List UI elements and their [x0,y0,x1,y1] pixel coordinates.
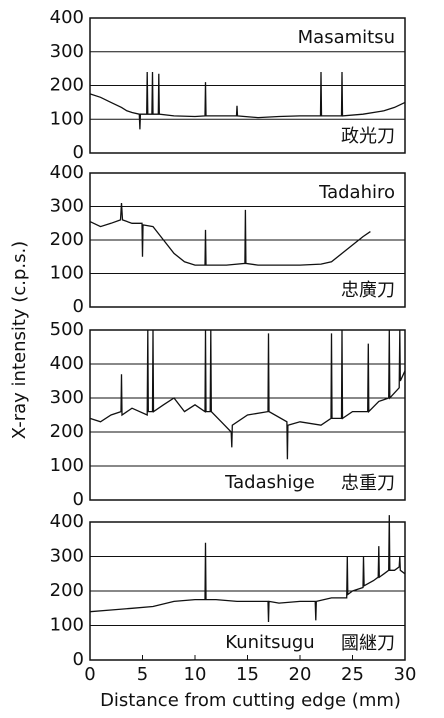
panel-label: 國継刀 [341,633,395,654]
y-tick-label: 100 [50,455,84,476]
x-tick-label: 15 [236,664,259,685]
y-tick-label: 400 [50,162,84,183]
x-tick-label: 10 [184,664,207,685]
panel-title: Masamitsu [298,27,395,48]
y-tick-label: 0 [73,489,84,510]
panel-title: Tadahiro [318,182,395,203]
y-tick-label: 300 [50,387,84,408]
x-tick-label: 0 [84,664,95,685]
x-axis-label: Distance from cutting edge (mm) [100,690,401,711]
x-tick-label: 20 [289,664,312,685]
y-tick-label: 200 [50,229,84,250]
y-tick-label: 400 [50,7,84,28]
panel-title: Tadashige [224,472,315,493]
panel-title: Kunitsugu [225,632,314,653]
y-tick-label: 100 [50,263,84,284]
y-tick-label: 400 [50,511,84,532]
y-tick-label: 300 [50,196,84,217]
y-tick-label: 0 [73,142,84,163]
panel-label: 政光刀 [341,126,395,147]
y-tick-label: 300 [50,41,84,62]
y-axis-label: X-ray intensity (c.p.s.) [9,241,30,439]
y-tick-label: 0 [73,296,84,317]
y-tick-label: 200 [50,421,84,442]
data-line [89,71,406,130]
y-tick-label: 100 [50,615,84,636]
data-line [89,515,406,623]
y-tick-label: 200 [50,75,84,96]
y-tick-label: 500 [50,319,84,340]
x-tick-label: 5 [137,664,148,685]
x-tick-label: 30 [394,664,417,685]
y-tick-label: 200 [50,580,84,601]
data-line [89,203,371,266]
y-tick-label: 300 [50,546,84,567]
panel-label: 忠廣刀 [341,280,395,301]
y-tick-label: 400 [50,353,84,374]
x-tick-label: 25 [341,664,364,685]
panel-label: 忠重刀 [341,473,395,494]
y-tick-label: 0 [73,649,84,670]
data-line [89,329,406,460]
y-tick-label: 100 [50,108,84,129]
